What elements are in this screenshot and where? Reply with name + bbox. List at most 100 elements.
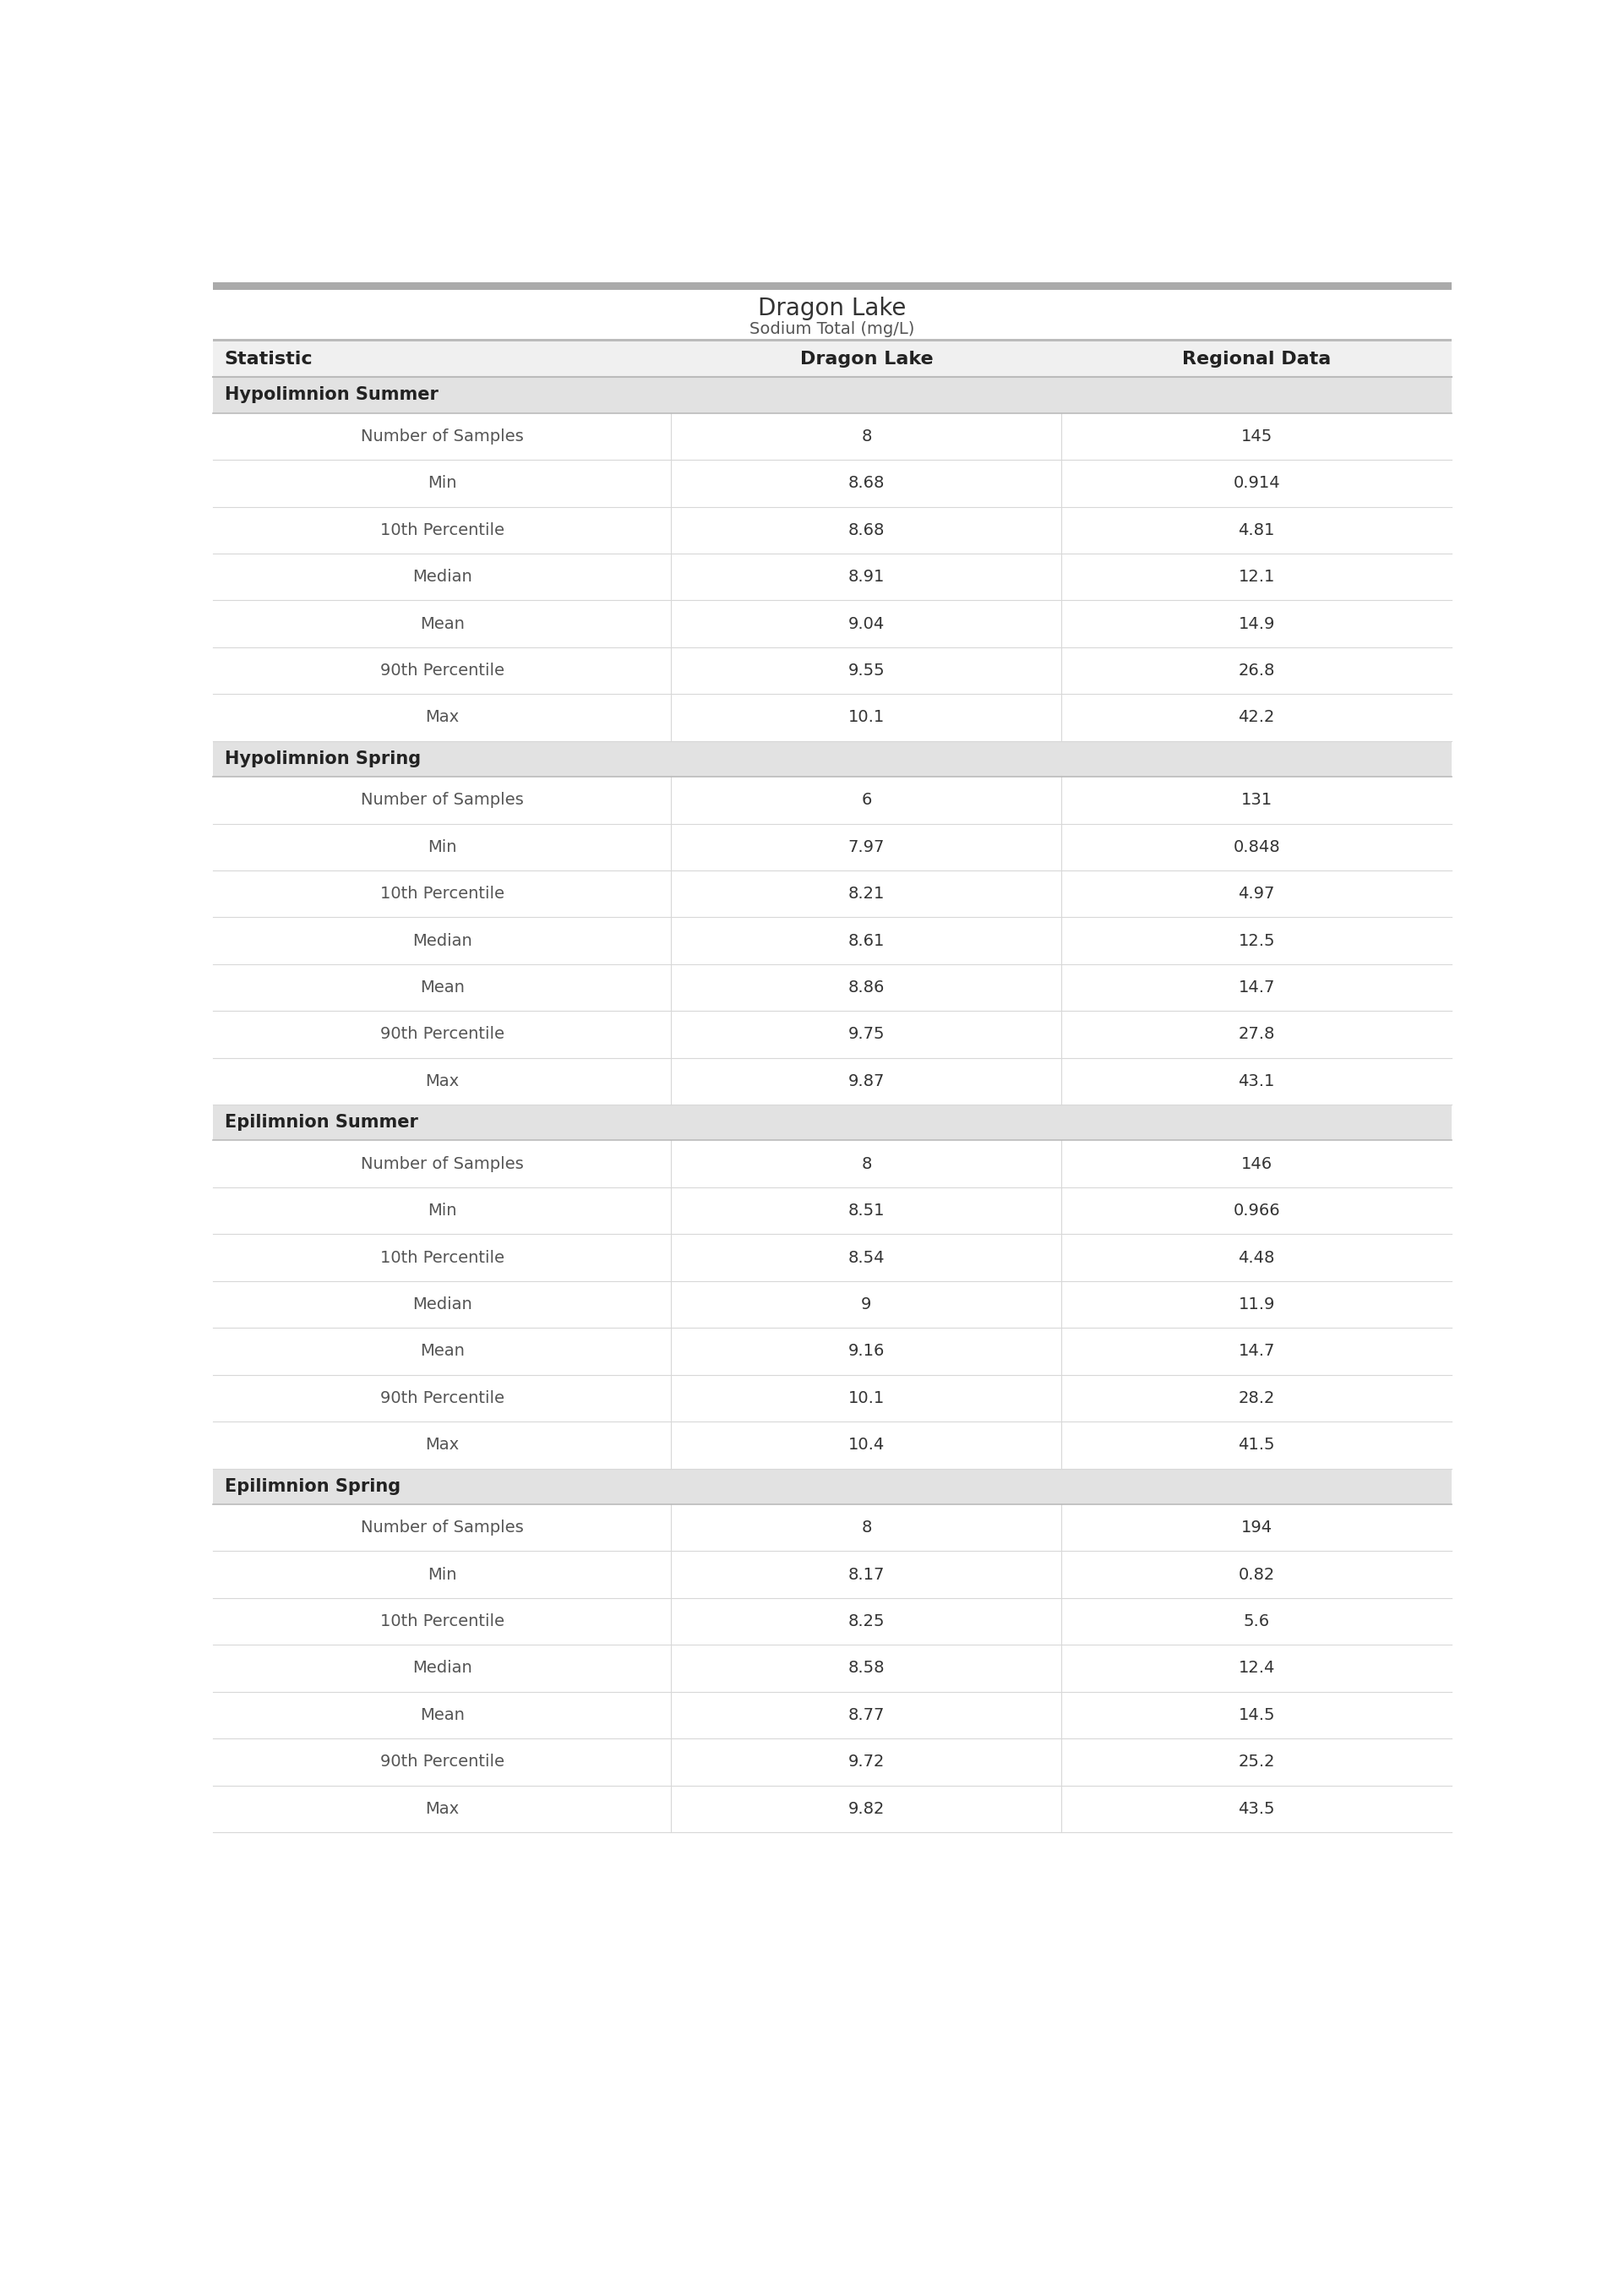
Text: 12.5: 12.5: [1237, 933, 1275, 949]
Text: 10th Percentile: 10th Percentile: [380, 885, 503, 901]
Text: 8.91: 8.91: [848, 570, 885, 586]
Bar: [213, 377, 1452, 413]
Text: 27.8: 27.8: [1239, 1026, 1275, 1042]
Bar: [213, 1739, 1452, 1786]
Text: 42.2: 42.2: [1239, 711, 1275, 726]
Bar: [213, 1280, 1452, 1328]
Text: 41.5: 41.5: [1237, 1437, 1275, 1453]
Bar: [213, 1376, 1452, 1421]
Text: 10th Percentile: 10th Percentile: [380, 1614, 503, 1630]
Text: Dragon Lake: Dragon Lake: [758, 297, 906, 320]
Text: 9: 9: [861, 1296, 872, 1312]
Text: 90th Percentile: 90th Percentile: [380, 1755, 503, 1771]
Text: 8: 8: [861, 429, 872, 445]
Text: 14.7: 14.7: [1239, 981, 1275, 997]
Text: 7.97: 7.97: [848, 840, 885, 856]
Text: 0.848: 0.848: [1233, 840, 1280, 856]
Text: 9.75: 9.75: [848, 1026, 885, 1042]
Text: Min: Min: [427, 474, 456, 490]
Bar: [213, 695, 1452, 740]
Bar: [213, 776, 1452, 824]
Bar: [213, 1058, 1452, 1105]
Bar: [213, 1235, 1452, 1280]
Text: 8.68: 8.68: [848, 522, 885, 538]
Text: 4.97: 4.97: [1239, 885, 1275, 901]
Text: 8.54: 8.54: [848, 1249, 885, 1267]
Text: 10th Percentile: 10th Percentile: [380, 522, 503, 538]
Text: 9.82: 9.82: [848, 1800, 885, 1816]
Bar: [213, 281, 1452, 291]
Text: Median: Median: [412, 570, 473, 586]
Text: 43.5: 43.5: [1237, 1800, 1275, 1816]
Text: 8.51: 8.51: [848, 1203, 885, 1219]
Text: 90th Percentile: 90th Percentile: [380, 1389, 503, 1405]
Text: 28.2: 28.2: [1239, 1389, 1275, 1405]
Text: Hypolimnion Summer: Hypolimnion Summer: [224, 386, 438, 404]
Text: Number of Samples: Number of Samples: [361, 429, 523, 445]
Text: 0.914: 0.914: [1233, 474, 1280, 490]
Bar: [213, 1505, 1452, 1550]
Bar: [213, 1105, 1452, 1140]
Text: 12.4: 12.4: [1239, 1659, 1275, 1675]
Text: 14.7: 14.7: [1239, 1344, 1275, 1360]
Text: 8.17: 8.17: [848, 1566, 885, 1582]
Text: 194: 194: [1241, 1519, 1272, 1537]
Text: 8.68: 8.68: [848, 474, 885, 490]
Text: 8.25: 8.25: [848, 1614, 885, 1630]
Text: 25.2: 25.2: [1237, 1755, 1275, 1771]
Bar: [213, 917, 1452, 965]
Bar: [213, 1550, 1452, 1598]
Text: 5.6: 5.6: [1244, 1614, 1270, 1630]
Bar: [213, 340, 1452, 377]
Text: Max: Max: [425, 1074, 460, 1090]
Bar: [213, 1598, 1452, 1646]
Bar: [213, 1187, 1452, 1235]
Bar: [213, 1421, 1452, 1469]
Text: Max: Max: [425, 1800, 460, 1816]
Text: 6: 6: [861, 792, 872, 808]
Text: 0.82: 0.82: [1239, 1566, 1275, 1582]
Bar: [213, 869, 1452, 917]
Text: 9.55: 9.55: [848, 663, 885, 679]
Text: 14.9: 14.9: [1239, 615, 1275, 631]
Text: 10.4: 10.4: [848, 1437, 885, 1453]
Text: Min: Min: [427, 840, 456, 856]
Text: 14.5: 14.5: [1237, 1707, 1275, 1723]
Text: Dragon Lake: Dragon Lake: [799, 352, 932, 368]
Text: Max: Max: [425, 1437, 460, 1453]
Text: 90th Percentile: 90th Percentile: [380, 663, 503, 679]
Text: 9.72: 9.72: [848, 1755, 885, 1771]
Text: 8.61: 8.61: [848, 933, 885, 949]
Text: 4.48: 4.48: [1239, 1249, 1275, 1267]
Text: 90th Percentile: 90th Percentile: [380, 1026, 503, 1042]
Text: Mean: Mean: [419, 1707, 464, 1723]
Text: Sodium Total (mg/L): Sodium Total (mg/L): [750, 320, 914, 336]
Text: Max: Max: [425, 711, 460, 726]
Text: 8.58: 8.58: [848, 1659, 885, 1675]
Bar: [213, 461, 1452, 506]
Bar: [213, 1646, 1452, 1691]
Text: Epilimnion Spring: Epilimnion Spring: [224, 1478, 401, 1496]
Text: Number of Samples: Number of Samples: [361, 1155, 523, 1171]
Text: 8: 8: [861, 1155, 872, 1171]
Text: 9.04: 9.04: [848, 615, 885, 631]
Text: 4.81: 4.81: [1239, 522, 1275, 538]
Text: 12.1: 12.1: [1239, 570, 1275, 586]
Text: 10.1: 10.1: [848, 1389, 885, 1405]
Bar: [213, 1328, 1452, 1376]
Text: 43.1: 43.1: [1239, 1074, 1275, 1090]
Bar: [213, 647, 1452, 695]
Bar: [213, 740, 1452, 776]
Text: 11.9: 11.9: [1239, 1296, 1275, 1312]
Text: 8.77: 8.77: [848, 1707, 885, 1723]
Text: 9.87: 9.87: [848, 1074, 885, 1090]
Bar: [213, 824, 1452, 869]
Text: Regional Data: Regional Data: [1182, 352, 1332, 368]
Text: Min: Min: [427, 1566, 456, 1582]
Bar: [213, 506, 1452, 554]
Text: 10.1: 10.1: [848, 711, 885, 726]
Text: Median: Median: [412, 1659, 473, 1675]
Text: 146: 146: [1241, 1155, 1272, 1171]
Text: 10th Percentile: 10th Percentile: [380, 1249, 503, 1267]
Text: Hypolimnion Spring: Hypolimnion Spring: [224, 751, 421, 767]
